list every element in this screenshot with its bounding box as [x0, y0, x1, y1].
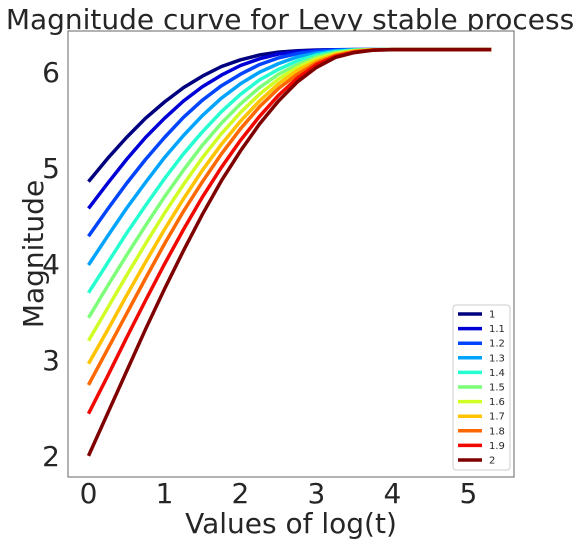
x-axis-label: Values of log(t) — [185, 507, 397, 540]
x-tick-label: 4 — [384, 477, 402, 510]
legend: 1 1.1 1.2 1.3 1.4 1.5 1.6 1.7 1.8 1.9 2 — [452, 304, 511, 471]
y-tick-labels: 2 3 4 5 6 — [42, 56, 60, 473]
x-tick-label: 2 — [232, 477, 250, 510]
legend-label-1.2: 1.2 — [489, 339, 505, 350]
series-lines — [86, 47, 492, 457]
legend-label-2: 2 — [489, 456, 495, 467]
y-tick-label: 4 — [42, 248, 60, 281]
y-tick-label: 6 — [42, 56, 60, 89]
y-axis-label: Magnitude — [17, 180, 50, 328]
legend-label-1.8: 1.8 — [489, 426, 505, 437]
x-tick-label: 5 — [459, 477, 477, 510]
y-tick-label: 3 — [42, 344, 60, 377]
legend-label-1: 1 — [489, 310, 495, 321]
legend-label-1.6: 1.6 — [489, 397, 505, 408]
x-tick-label: 3 — [308, 477, 326, 510]
legend-label-1.1: 1.1 — [489, 324, 505, 335]
legend-label-1.4: 1.4 — [489, 368, 505, 379]
y-tick-label: 5 — [42, 152, 60, 185]
x-tick-labels: 0 1 2 3 4 5 — [80, 477, 478, 510]
series-line-2 — [86, 47, 492, 457]
plot-area — [67, 30, 515, 478]
y-tick-label: 2 — [42, 440, 60, 473]
x-tick-label: 0 — [80, 477, 98, 510]
x-tick-label: 1 — [156, 477, 174, 510]
legend-label-1.3: 1.3 — [489, 353, 505, 364]
legend-label-1.9: 1.9 — [489, 441, 505, 452]
legend-label-1.5: 1.5 — [489, 383, 505, 394]
legend-label-1.7: 1.7 — [489, 412, 505, 423]
